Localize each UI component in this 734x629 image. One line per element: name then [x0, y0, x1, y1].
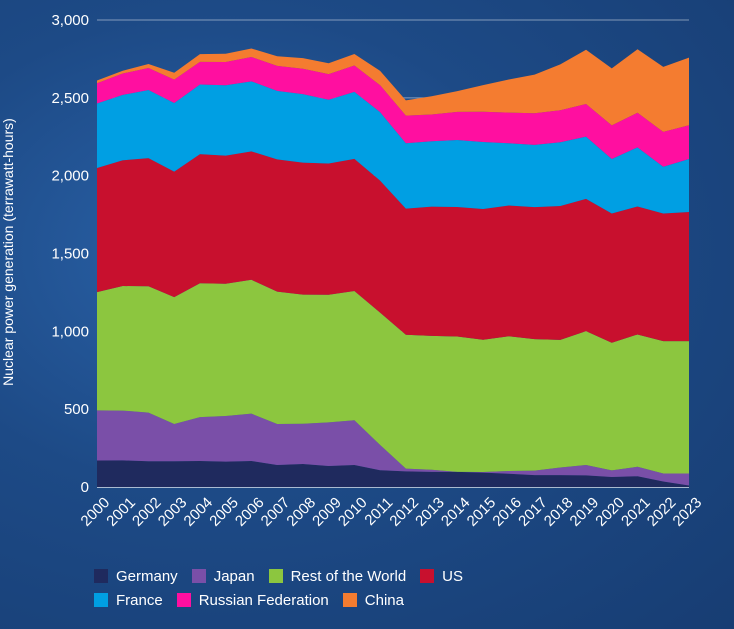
legend-label: Japan — [213, 567, 255, 585]
legend-swatch — [191, 569, 206, 583]
y-tick-label: 2,000 — [51, 168, 89, 185]
legend-label: France — [116, 591, 163, 609]
y-axis-label: Nuclear power generation (terrawatt-hour… — [0, 118, 16, 386]
area-rest-of-the-world — [97, 279, 689, 474]
legend-label: Russian Federation — [198, 591, 329, 609]
y-tick-label: 0 — [81, 479, 89, 496]
legend-swatch — [342, 593, 357, 607]
area-japan — [97, 410, 689, 486]
legend-swatch — [268, 569, 283, 583]
legend-item-china: China — [342, 591, 404, 609]
legend-item-russian-federation: Russian Federation — [176, 591, 329, 609]
area-china — [97, 48, 689, 132]
legend-label: Germany — [116, 567, 178, 585]
legend-item-japan: Japan — [191, 567, 255, 585]
legend-swatch — [176, 593, 191, 607]
legend-swatch — [420, 569, 435, 583]
y-tick-label: 1,000 — [51, 323, 89, 340]
legend-item-rest-of-the-world: Rest of the World — [268, 567, 407, 585]
legend-label: Rest of the World — [290, 567, 407, 585]
legend-swatch — [94, 569, 108, 583]
area-us — [97, 151, 689, 343]
legend-item-france: France — [94, 592, 163, 609]
legend-item-us: US — [420, 568, 463, 585]
area-russian-federation — [97, 57, 689, 167]
area-france — [97, 81, 689, 214]
y-tick-label: 2,500 — [51, 90, 89, 107]
y-tick-label: 500 — [64, 401, 89, 418]
legend-label: China — [364, 591, 404, 609]
legend-swatch — [94, 593, 108, 607]
legend: Germany Japan Rest of the World US France Ru… — [94, 564, 477, 612]
area-germany — [97, 460, 689, 487]
y-tick-label: 3,000 — [51, 12, 89, 29]
y-tick-label: 1,500 — [51, 246, 89, 263]
legend-item-germany: Germany — [94, 568, 178, 585]
legend-label: US — [442, 567, 464, 585]
x-tick-label: 2023 — [670, 494, 706, 530]
